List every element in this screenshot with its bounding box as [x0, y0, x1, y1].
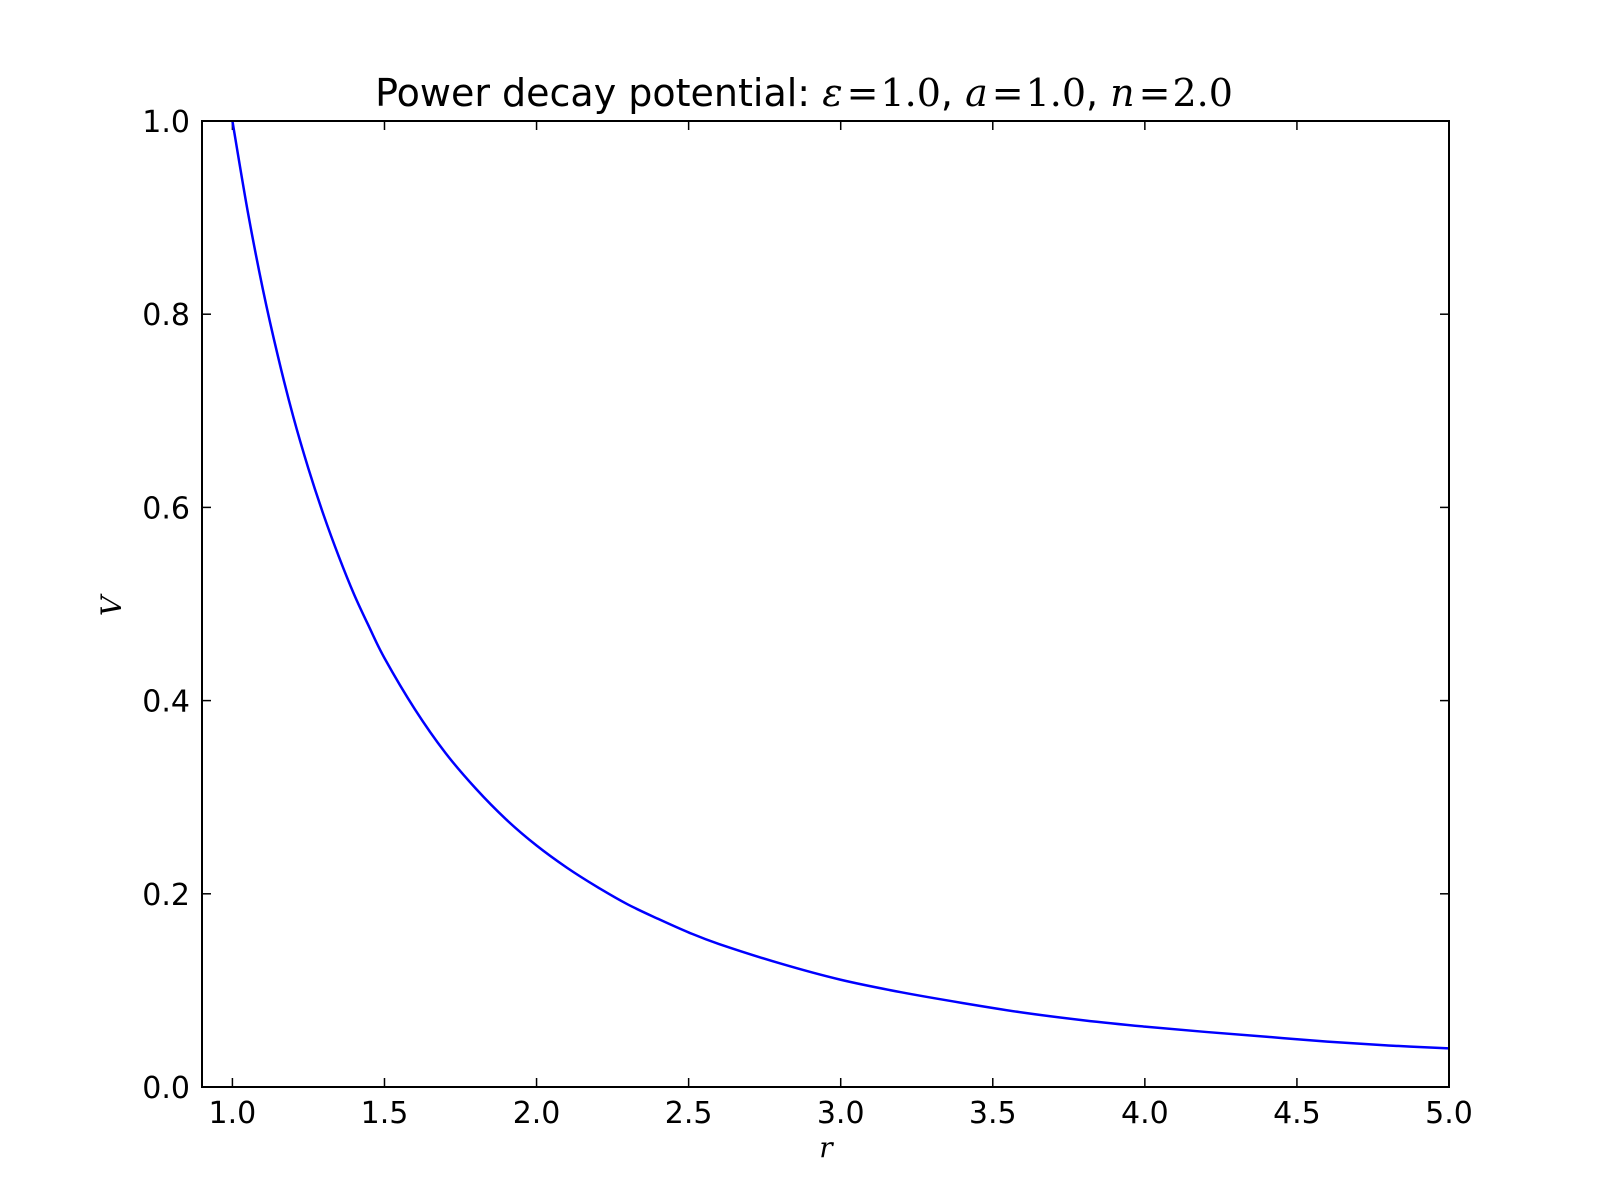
y-tick-label: 0.2	[142, 878, 190, 913]
y-axis-label: V	[95, 593, 128, 616]
x-axis-label: r	[819, 1131, 834, 1164]
x-tick-label: 2.5	[665, 1096, 713, 1131]
x-tick-label: 4.0	[1121, 1096, 1169, 1131]
chart-title: Power decay potential: ε =1.0, a =1.0, n =2…	[375, 71, 1233, 115]
y-tick-label: 0.4	[142, 685, 190, 720]
title-param-equals: =	[992, 71, 1024, 115]
title-param-symbol: ε	[822, 71, 842, 115]
x-tick-label: 4.5	[1273, 1096, 1321, 1131]
x-tick-label: 3.5	[969, 1096, 1017, 1131]
title-param-equals: =	[1139, 71, 1171, 115]
y-tick-label: 1.0	[142, 105, 190, 140]
tick-labels: 1.0 1.5 2.0 2.5 3.0 3.5 4.0 4.5 5.0 0.0 0.2 0.4 0.6 0…	[142, 105, 1473, 1131]
x-tick-label: 1.0	[209, 1096, 257, 1131]
title-param-separator: ,	[941, 71, 965, 115]
y-tick-label: 0.0	[142, 1071, 190, 1106]
x-tick-label: 1.5	[361, 1096, 409, 1131]
title-param-symbol: n	[1110, 71, 1134, 115]
y-tick-label: 0.8	[142, 298, 190, 333]
series-line	[231, 120, 1450, 1050]
title-param-value: 1.0	[1026, 71, 1086, 115]
x-tick-label: 2.0	[513, 1096, 561, 1131]
chart-title-prefix: Power decay potential:	[375, 71, 822, 115]
x-tick-label: 5.0	[1425, 1096, 1473, 1131]
title-param-separator: ,	[1086, 71, 1110, 115]
y-tick-label: 0.6	[142, 491, 190, 526]
title-param-value: 1.0	[880, 71, 940, 115]
plot-area-frame	[201, 120, 1450, 1088]
title-param-value: 2.0	[1173, 71, 1233, 115]
x-tick-label: 3.0	[817, 1096, 865, 1131]
series-lines	[231, 120, 1450, 1050]
title-param-symbol: a	[965, 71, 988, 115]
title-param-equals: =	[847, 71, 879, 115]
